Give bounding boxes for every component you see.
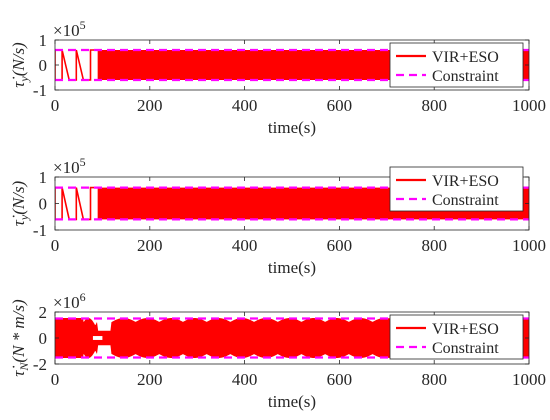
y-exponent-power: 6	[80, 290, 86, 304]
y-exponent-power: 5	[80, 155, 86, 169]
x-tick-label: 1000	[512, 236, 546, 255]
x-tick-label: 400	[232, 236, 258, 255]
legend-label: VIR+ESO	[432, 321, 499, 338]
y-tick-label: 0	[39, 56, 48, 75]
x-tick-label: 0	[51, 96, 60, 115]
y-exponent-power: 5	[80, 18, 86, 32]
y-axis-label-symbol: τ̇	[9, 215, 28, 226]
x-tick-label: 800	[421, 96, 447, 115]
x-tick-label: 0	[51, 236, 60, 255]
y-axis-label-symbol: τ̇	[9, 366, 28, 377]
vir-eso-line	[55, 49, 98, 81]
y-axis-label-unit: (N/s)	[9, 180, 28, 214]
y-axis-label-subscript: N	[17, 362, 31, 372]
x-tick-label: 600	[327, 96, 353, 115]
x-tick-label: 400	[232, 370, 258, 389]
legend-box	[389, 166, 524, 212]
x-tick-label: 1000	[512, 370, 546, 389]
vir-eso-line	[55, 186, 98, 221]
y-axis-label-subscript: y	[17, 76, 31, 83]
x-tick-label: 600	[327, 236, 353, 255]
legend-label: Constraint	[432, 192, 499, 209]
legend-box	[389, 314, 524, 360]
y-tick-label: -2	[33, 355, 47, 374]
x-tick-label: 200	[137, 236, 163, 255]
legend-box	[389, 42, 524, 88]
vir-eso-gap	[92, 336, 103, 340]
x-axis-label: time(s)	[268, 118, 316, 137]
y-axis-label: τ̇N(N * m/s)	[9, 299, 31, 377]
y-tick-label: 0	[39, 195, 48, 214]
x-tick-label: 200	[137, 370, 163, 389]
legend-label: Constraint	[432, 68, 499, 85]
y-tick-label: 1	[39, 168, 48, 187]
x-tick-label: 800	[421, 236, 447, 255]
y-tick-label: 2	[39, 303, 48, 322]
x-axis-label: time(s)	[268, 392, 316, 411]
legend-label: VIR+ESO	[432, 173, 499, 190]
legend-label: VIR+ESO	[432, 49, 499, 66]
y-axis-label-symbol: τ̇	[9, 77, 28, 88]
x-tick-label: 400	[232, 96, 258, 115]
x-tick-label: 800	[421, 370, 447, 389]
y-axis-label-subscript: y	[17, 214, 31, 221]
y-tick-label: -1	[33, 221, 47, 240]
x-tick-label: 1000	[512, 96, 546, 115]
y-tick-label: -1	[33, 81, 47, 100]
y-exponent-label: ×105	[53, 18, 86, 40]
y-axis-label: τ̇y(N/s)	[9, 42, 31, 88]
legend-label: Constraint	[432, 340, 499, 357]
y-axis-label-unit: (N/s)	[9, 42, 28, 76]
y-axis-label: τ̇y(N/s)	[9, 180, 31, 226]
y-tick-label: 1	[39, 31, 48, 50]
y-exponent-label: ×105	[53, 155, 86, 177]
x-tick-label: 600	[327, 370, 353, 389]
chart-panel-2: 0 200 400 600 800 1000-101×105time(s)τ̇y(N/s)…	[9, 155, 546, 277]
x-tick-label: 200	[137, 96, 163, 115]
y-exponent-label: ×106	[53, 290, 86, 312]
x-tick-label: 0	[51, 370, 60, 389]
x-axis-label: time(s)	[268, 258, 316, 277]
chart-panel-1: 0 200 400 600 800 1000-101×105time(s)τ̇y(N/s)…	[9, 18, 546, 137]
y-axis-label-unit: (N * m/s)	[9, 299, 28, 363]
y-tick-label: 0	[39, 329, 48, 348]
